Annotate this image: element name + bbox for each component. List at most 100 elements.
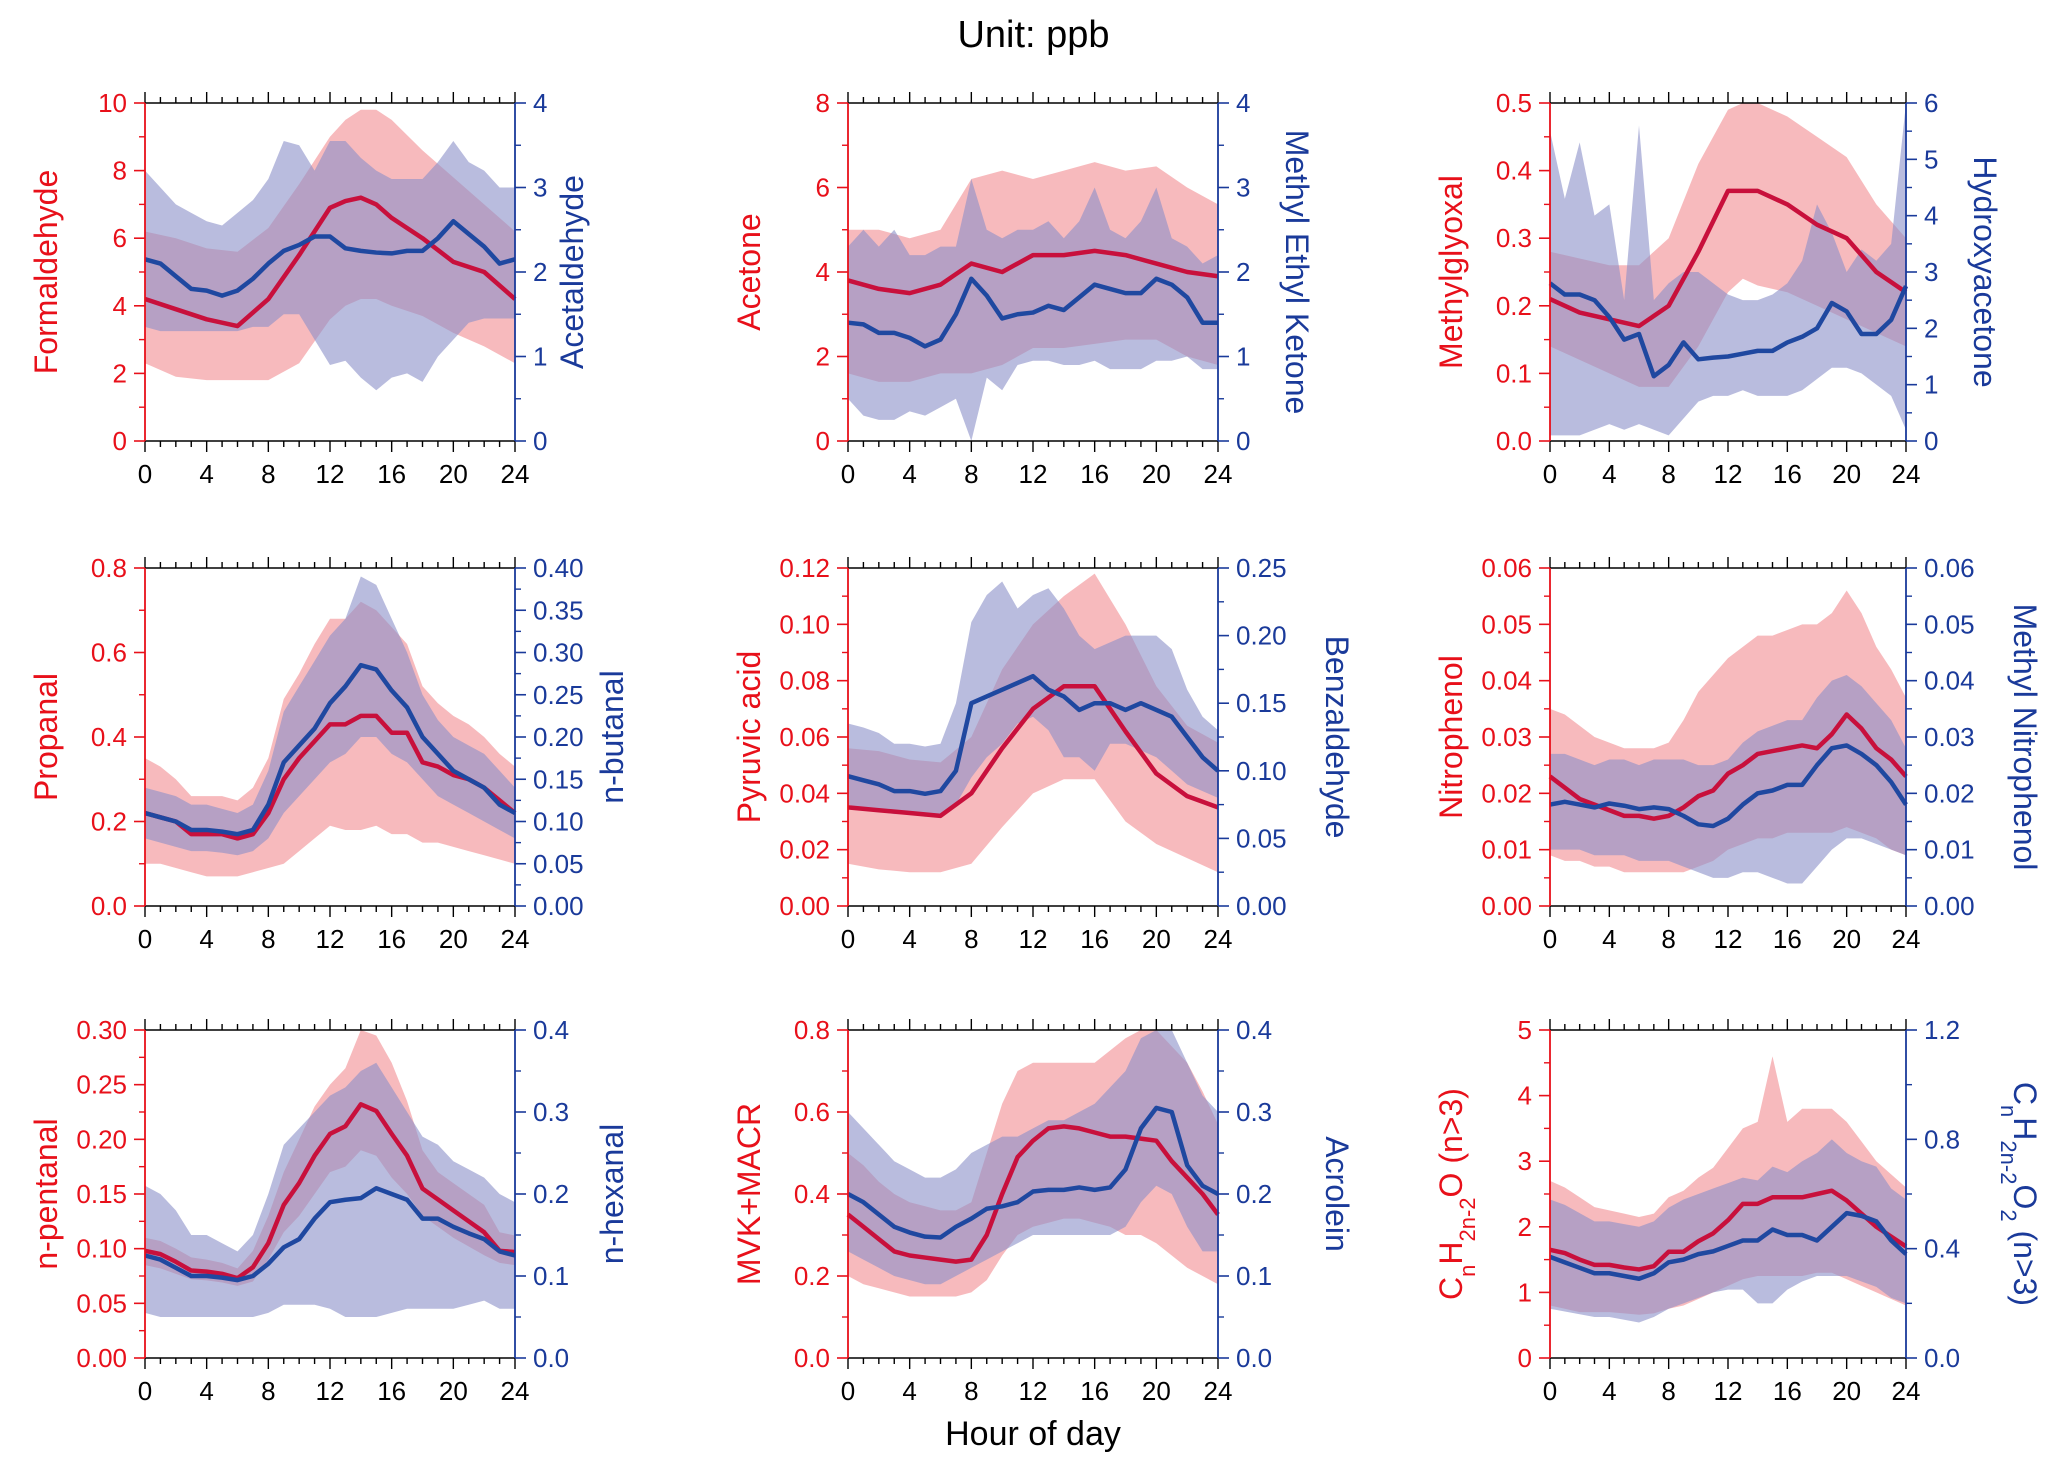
x-tick-label: 12 bbox=[1714, 459, 1743, 489]
x-tick-label: 24 bbox=[501, 1376, 530, 1406]
left-axis-title: CnH2n-2O (n>3) bbox=[1433, 1088, 1480, 1300]
left-tick-label: 0.15 bbox=[76, 1179, 127, 1209]
x-tick-label: 24 bbox=[501, 924, 530, 954]
right-tick-label: 0.04 bbox=[1924, 666, 1975, 696]
panel-3: 0 4 8 12 16 20 240.00.10.20.30.40.50123456Meth… bbox=[1433, 88, 2003, 489]
left-tick-label: 4 bbox=[816, 257, 830, 287]
right-axis-title: Methyl Nitrophenol bbox=[2007, 604, 2043, 871]
x-tick-label: 4 bbox=[1602, 924, 1616, 954]
left-tick-label: 3 bbox=[1518, 1146, 1532, 1176]
right-axis-title: CnH2n-2O2 (n>3) bbox=[1997, 1082, 2044, 1306]
x-tick-label: 16 bbox=[1080, 924, 1109, 954]
x-tick-label: 0 bbox=[1543, 459, 1557, 489]
x-tick-label: 20 bbox=[1832, 1376, 1861, 1406]
left-tick-label: 0.20 bbox=[76, 1124, 127, 1154]
x-tick-label: 0 bbox=[841, 924, 855, 954]
left-tick-label: 0.2 bbox=[1496, 291, 1532, 321]
x-tick-label: 8 bbox=[261, 459, 275, 489]
left-tick-label: 0.04 bbox=[779, 778, 830, 808]
left-tick-label: 8 bbox=[113, 156, 127, 186]
panel-4: 0 4 8 12 16 20 24 0.0 0.2 0.4 0.6 0.8 0.00 0.05 0.10 0.… bbox=[28, 553, 630, 954]
x-tick-label: 16 bbox=[1080, 459, 1109, 489]
right-tick-label: 1 bbox=[1236, 342, 1250, 372]
x-tick-label: 8 bbox=[261, 924, 275, 954]
left-tick-label: 0.2 bbox=[794, 1261, 830, 1291]
x-tick-label: 24 bbox=[1204, 924, 1233, 954]
right-tick-label: 0.1 bbox=[1236, 1261, 1272, 1291]
right-tick-label: 0.20 bbox=[533, 722, 584, 752]
right-tick-label: 0.4 bbox=[1924, 1234, 1960, 1264]
right-mean-line bbox=[847, 673, 1220, 797]
x-tick-label: 16 bbox=[377, 459, 406, 489]
right-tick-label: 0.01 bbox=[1924, 835, 1975, 865]
right-range-band bbox=[1550, 103, 1906, 436]
right-mean-line bbox=[144, 1186, 516, 1283]
right-tick-label: 4 bbox=[1236, 88, 1250, 118]
x-tick-label: 24 bbox=[1204, 1376, 1233, 1406]
left-tick-label: 2 bbox=[1518, 1212, 1532, 1242]
x-tick-label: 20 bbox=[1142, 459, 1171, 489]
right-range-band bbox=[848, 581, 1218, 817]
right-range-band bbox=[145, 576, 515, 856]
right-tick-label: 0.1 bbox=[533, 1261, 569, 1291]
x-tick-label: 16 bbox=[1773, 459, 1802, 489]
x-tick-label: 4 bbox=[902, 459, 916, 489]
left-tick-label: 0 bbox=[816, 426, 830, 456]
left-tick-label: 0.1 bbox=[1496, 358, 1532, 388]
left-tick-label: 1 bbox=[1518, 1277, 1532, 1307]
left-tick-label: 2 bbox=[816, 342, 830, 372]
x-tick-label: 12 bbox=[1714, 1376, 1743, 1406]
right-mean-line bbox=[1549, 1210, 1908, 1281]
left-tick-label: 0.2 bbox=[91, 807, 127, 837]
x-tick-label: 8 bbox=[964, 924, 978, 954]
right-tick-label: 0 bbox=[1236, 426, 1250, 456]
left-tick-label: 0.30 bbox=[76, 1015, 127, 1045]
left-tick-label: 0.06 bbox=[1481, 553, 1532, 583]
left-mean-line bbox=[144, 1102, 516, 1281]
right-tick-label: 0.05 bbox=[1236, 823, 1287, 853]
right-axis-title: Acrolein bbox=[1319, 1136, 1355, 1252]
left-tick-label: 0.6 bbox=[794, 1097, 830, 1127]
left-axis-title: Nitrophenol bbox=[1433, 655, 1469, 819]
x-tick-label: 4 bbox=[199, 459, 213, 489]
left-tick-label: 0.10 bbox=[779, 609, 830, 639]
right-tick-label: 0.2 bbox=[533, 1179, 569, 1209]
left-tick-label: 0.0 bbox=[91, 891, 127, 921]
left-tick-label: 0.05 bbox=[76, 1288, 127, 1318]
left-tick-label: 0.02 bbox=[1481, 778, 1532, 808]
left-axis-title: Propanal bbox=[28, 673, 64, 801]
right-tick-label: 0.2 bbox=[1236, 1179, 1272, 1209]
left-tick-label: 0.5 bbox=[1496, 88, 1532, 118]
x-tick-label: 0 bbox=[1543, 924, 1557, 954]
right-axis-title: n-hexanal bbox=[594, 1124, 630, 1265]
x-tick-label: 24 bbox=[1892, 1376, 1921, 1406]
x-tick-label: 8 bbox=[261, 1376, 275, 1406]
left-tick-label: 0.6 bbox=[91, 638, 127, 668]
x-tick-label: 8 bbox=[964, 1376, 978, 1406]
left-mean-line bbox=[846, 1124, 1220, 1264]
right-tick-label: 3 bbox=[1236, 173, 1250, 203]
x-tick-label: 0 bbox=[1543, 1376, 1557, 1406]
left-tick-label: 0.05 bbox=[1481, 609, 1532, 639]
right-tick-label: 0.00 bbox=[1236, 891, 1287, 921]
right-tick-label: 1 bbox=[533, 342, 547, 372]
right-mean-line bbox=[144, 219, 516, 298]
x-tick-label: 16 bbox=[377, 924, 406, 954]
right-range-band bbox=[1550, 675, 1906, 884]
right-axis-title: Methyl Ethyl Ketone bbox=[1279, 130, 1315, 415]
right-mean-line bbox=[1549, 743, 1908, 829]
left-tick-label: 0.01 bbox=[1481, 835, 1532, 865]
right-range-band bbox=[848, 179, 1218, 442]
x-tick-label: 12 bbox=[1019, 459, 1048, 489]
right-tick-label: 0.4 bbox=[533, 1015, 569, 1045]
left-tick-label: 0.8 bbox=[794, 1015, 830, 1045]
left-mean-line bbox=[144, 195, 517, 329]
figure-title: Unit: ppb bbox=[957, 14, 1110, 56]
x-tick-label: 12 bbox=[316, 924, 345, 954]
left-axis-title: MVK+MACR bbox=[731, 1103, 767, 1285]
right-tick-label: 0.20 bbox=[1236, 621, 1287, 651]
right-tick-label: 0.15 bbox=[1236, 688, 1287, 718]
